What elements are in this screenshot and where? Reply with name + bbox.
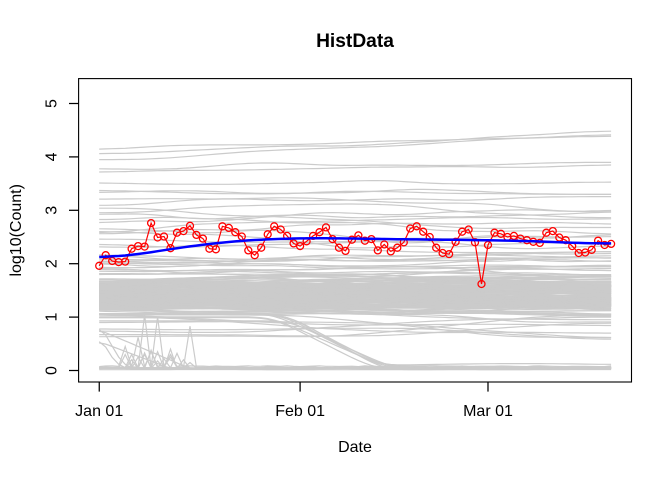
svg-text:Mar 01: Mar 01: [463, 403, 513, 420]
svg-text:3: 3: [44, 206, 61, 215]
svg-text:2: 2: [44, 259, 61, 268]
svg-text:Feb 01: Feb 01: [275, 403, 325, 420]
svg-text:Date: Date: [338, 439, 372, 456]
svg-text:Jan 01: Jan 01: [75, 403, 123, 420]
svg-text:log10(Count): log10(Count): [8, 184, 25, 276]
svg-text:0: 0: [44, 366, 61, 375]
svg-text:4: 4: [44, 152, 61, 161]
svg-text:5: 5: [44, 99, 61, 108]
svg-text:1: 1: [44, 313, 61, 322]
svg-text:HistData: HistData: [316, 31, 394, 52]
